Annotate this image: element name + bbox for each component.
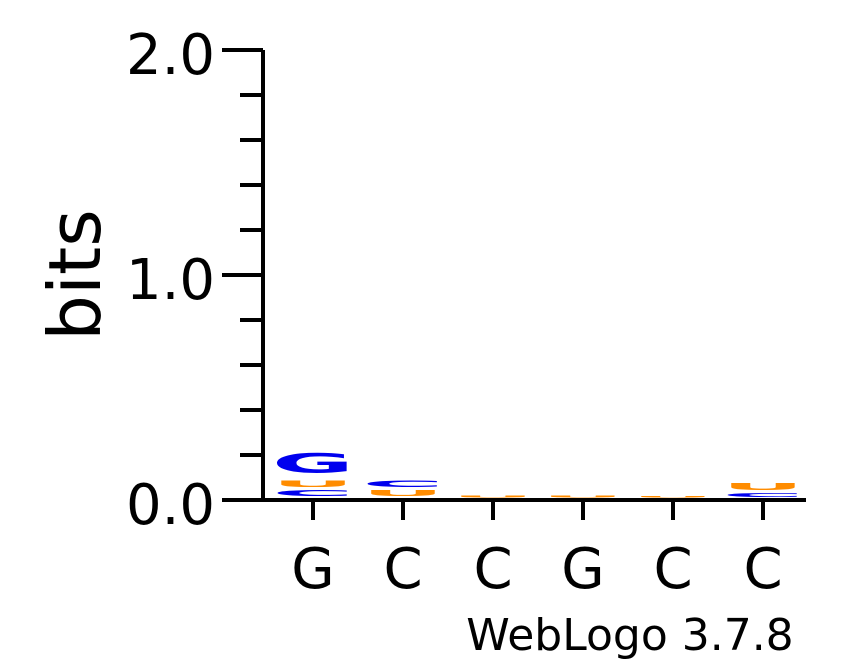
- y-axis-label: bits: [33, 209, 117, 340]
- svg-text:C: C: [362, 479, 444, 489]
- x-tick-label: C: [383, 537, 422, 602]
- x-tick-label: G: [291, 537, 334, 602]
- x-tick-label: G: [561, 537, 604, 602]
- svg-text:C: C: [272, 489, 354, 498]
- svg-text:U: U: [632, 496, 714, 498]
- logo-letter-C: C: [722, 492, 804, 498]
- svg-text:U: U: [362, 489, 444, 498]
- x-tick-label: C: [653, 537, 692, 602]
- logo-letter-U: U: [272, 479, 354, 489]
- logo-letter-U: U: [362, 489, 444, 498]
- svg-text:U: U: [722, 481, 804, 492]
- logo-letter-U: U: [542, 495, 624, 498]
- logo-letter-C: C: [272, 489, 354, 498]
- svg-text:U: U: [452, 495, 534, 498]
- y-minor-ticks: [222, 48, 263, 502]
- y-tick-label-2: 2.0: [126, 23, 215, 88]
- svg-text:G: G: [272, 448, 354, 479]
- credit-text: WebLogo 3.7.8: [466, 610, 793, 661]
- y-tick-label-1: 1.0: [126, 248, 215, 313]
- svg-text:C: C: [722, 492, 804, 498]
- svg-text:U: U: [542, 495, 624, 498]
- svg-text:U: U: [272, 479, 354, 489]
- logo-letter-C: C: [362, 479, 444, 489]
- logo-letter-G: G: [272, 448, 354, 479]
- logo-letter-U: U: [722, 481, 804, 492]
- x-tick-label: C: [473, 537, 512, 602]
- y-tick-label-0: 0.0: [126, 473, 215, 538]
- y-axis: 2.0 1.0 0.0 bits: [33, 23, 265, 538]
- logo-letter-U: U: [632, 496, 714, 498]
- x-tick-label: C: [743, 537, 782, 602]
- logo-letter-U: U: [452, 495, 534, 498]
